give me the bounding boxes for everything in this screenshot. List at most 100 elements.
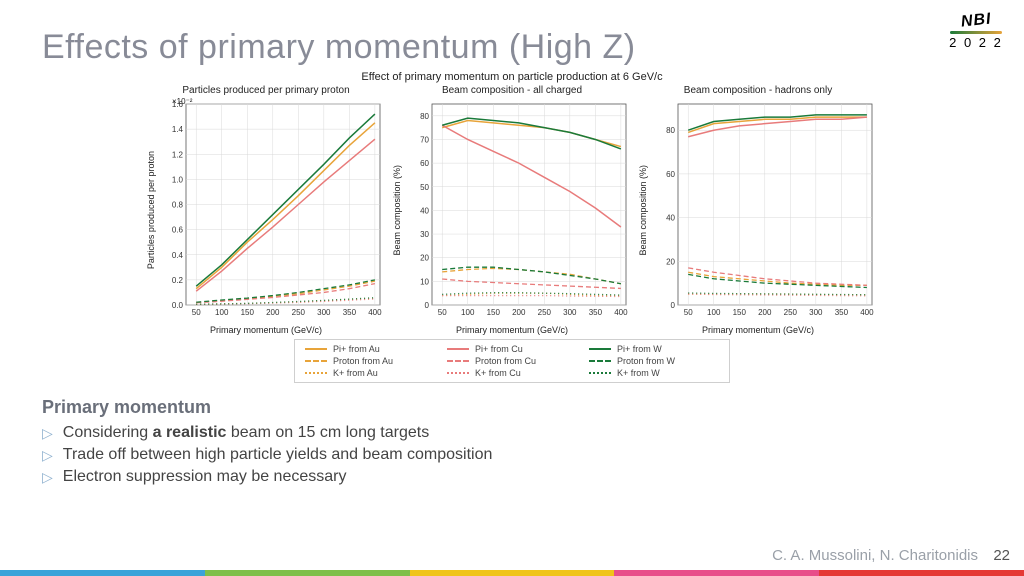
svg-text:200: 200	[266, 308, 280, 317]
legend-swatch	[305, 372, 327, 374]
svg-text:40: 40	[666, 214, 675, 223]
legend-item: Proton from W	[589, 356, 719, 366]
svg-text:300: 300	[563, 308, 577, 317]
legend-swatch	[589, 372, 611, 374]
svg-text:100: 100	[707, 308, 721, 317]
panel-xlabel: Primary momentum (GeV/c)	[456, 325, 568, 335]
bullet-item: ▷ Electron suppression may be necessary	[42, 468, 982, 486]
legend-item: Pi+ from W	[589, 344, 719, 354]
legend-label: Proton from Au	[333, 356, 393, 366]
svg-text:20: 20	[420, 254, 429, 263]
panel-ylabel: Beam composition (%)	[638, 165, 648, 256]
legend-label: Proton from Cu	[475, 356, 536, 366]
svg-text:200: 200	[512, 308, 526, 317]
bullet-text: Trade off between high particle yields a…	[63, 446, 493, 464]
figure-suptitle: Effect of primary momentum on particle p…	[102, 71, 922, 83]
legend-label: Pi+ from Au	[333, 344, 380, 354]
svg-text:1.0: 1.0	[172, 175, 184, 184]
legend-label: Pi+ from W	[617, 344, 662, 354]
legend-swatch	[589, 348, 611, 350]
legend-item: Pi+ from Au	[305, 344, 435, 354]
legend-item: Pi+ from Cu	[447, 344, 577, 354]
legend-swatch	[305, 348, 327, 350]
logo-year: 2 0 2 2	[946, 35, 1006, 50]
svg-text:0: 0	[671, 301, 676, 310]
chart-panel-2: 50100150200250300350400020406080	[648, 98, 878, 323]
svg-text:60: 60	[420, 159, 429, 168]
footer-page-num: 22	[993, 547, 1010, 564]
page-title: Effects of primary momentum (High Z)	[42, 28, 982, 67]
svg-text:30: 30	[420, 230, 429, 239]
svg-text:50: 50	[420, 183, 429, 192]
svg-text:250: 250	[784, 308, 798, 317]
panel-0: Particles produced per primary proton Pa…	[146, 85, 386, 335]
legend-swatch	[447, 372, 469, 374]
figure-panels: Particles produced per primary proton Pa…	[102, 85, 922, 335]
svg-text:0.2: 0.2	[172, 276, 184, 285]
figure-legend: Pi+ from Au Pi+ from Cu Pi+ from W Proto…	[294, 339, 730, 383]
svg-text:60: 60	[666, 170, 675, 179]
panel-title: Particles produced per primary proton	[182, 85, 349, 97]
bullet-list: ▷ Considering a realistic beam on 15 cm …	[42, 424, 982, 486]
panel-title: Beam composition - hadrons only	[684, 85, 832, 97]
content-block: Primary momentum ▷ Considering a realist…	[42, 397, 982, 486]
svg-text:0.4: 0.4	[172, 251, 184, 260]
stripe-seg	[819, 570, 1024, 576]
svg-text:250: 250	[292, 308, 306, 317]
legend-item: Proton from Au	[305, 356, 435, 366]
svg-text:350: 350	[835, 308, 849, 317]
legend-item: K+ from Cu	[447, 368, 577, 378]
legend-swatch	[305, 360, 327, 362]
svg-text:150: 150	[487, 308, 501, 317]
svg-text:350: 350	[343, 308, 357, 317]
svg-text:50: 50	[192, 308, 201, 317]
svg-text:0.8: 0.8	[172, 201, 184, 210]
svg-text:0: 0	[425, 301, 430, 310]
legend-swatch	[447, 348, 469, 350]
svg-text:50: 50	[438, 308, 447, 317]
logo-bar	[950, 31, 1002, 34]
svg-text:0.6: 0.6	[172, 226, 184, 235]
footer-stripe	[0, 570, 1024, 576]
event-logo: NBI 2 0 2 2	[946, 12, 1006, 50]
svg-text:150: 150	[733, 308, 747, 317]
panel-title: Beam composition - all charged	[442, 85, 582, 97]
triangle-icon: ▷	[42, 447, 53, 464]
legend-label: Proton from W	[617, 356, 675, 366]
svg-text:400: 400	[614, 308, 628, 317]
legend-swatch	[447, 360, 469, 362]
svg-text:0.0: 0.0	[172, 301, 184, 310]
svg-text:70: 70	[420, 135, 429, 144]
svg-text:150: 150	[241, 308, 255, 317]
logo-text: NBI	[960, 10, 992, 31]
content-heading: Primary momentum	[42, 397, 982, 418]
legend-swatch	[589, 360, 611, 362]
bullet-text: Considering a realistic beam on 15 cm lo…	[63, 424, 429, 442]
svg-text:250: 250	[538, 308, 552, 317]
bullet-item: ▷ Trade off between high particle yields…	[42, 446, 982, 464]
svg-text:400: 400	[860, 308, 874, 317]
legend-item: K+ from W	[589, 368, 719, 378]
stripe-seg	[0, 570, 205, 576]
stripe-seg	[410, 570, 615, 576]
panel-2: Beam composition - hadrons only Beam com…	[638, 85, 878, 335]
bullet-item: ▷ Considering a realistic beam on 15 cm …	[42, 424, 982, 442]
triangle-icon: ▷	[42, 469, 53, 486]
figure: Effect of primary momentum on particle p…	[102, 71, 922, 383]
svg-text:200: 200	[758, 308, 772, 317]
svg-text:300: 300	[809, 308, 823, 317]
legend-item: K+ from Au	[305, 368, 435, 378]
legend-label: Pi+ from Cu	[475, 344, 523, 354]
svg-text:10: 10	[420, 277, 429, 286]
stripe-seg	[614, 570, 819, 576]
svg-text:100: 100	[215, 308, 229, 317]
svg-text:×10⁻²: ×10⁻²	[172, 98, 193, 106]
svg-text:1.2: 1.2	[172, 150, 184, 159]
slide: Effects of primary momentum (High Z) NBI…	[0, 0, 1024, 576]
svg-text:80: 80	[420, 112, 429, 121]
svg-text:350: 350	[589, 308, 603, 317]
panel-1: Beam composition - all charged Beam comp…	[392, 85, 632, 335]
svg-text:20: 20	[666, 257, 675, 266]
panel-xlabel: Primary momentum (GeV/c)	[702, 325, 814, 335]
chart-panel-1: 5010015020025030035040001020304050607080	[402, 98, 632, 323]
